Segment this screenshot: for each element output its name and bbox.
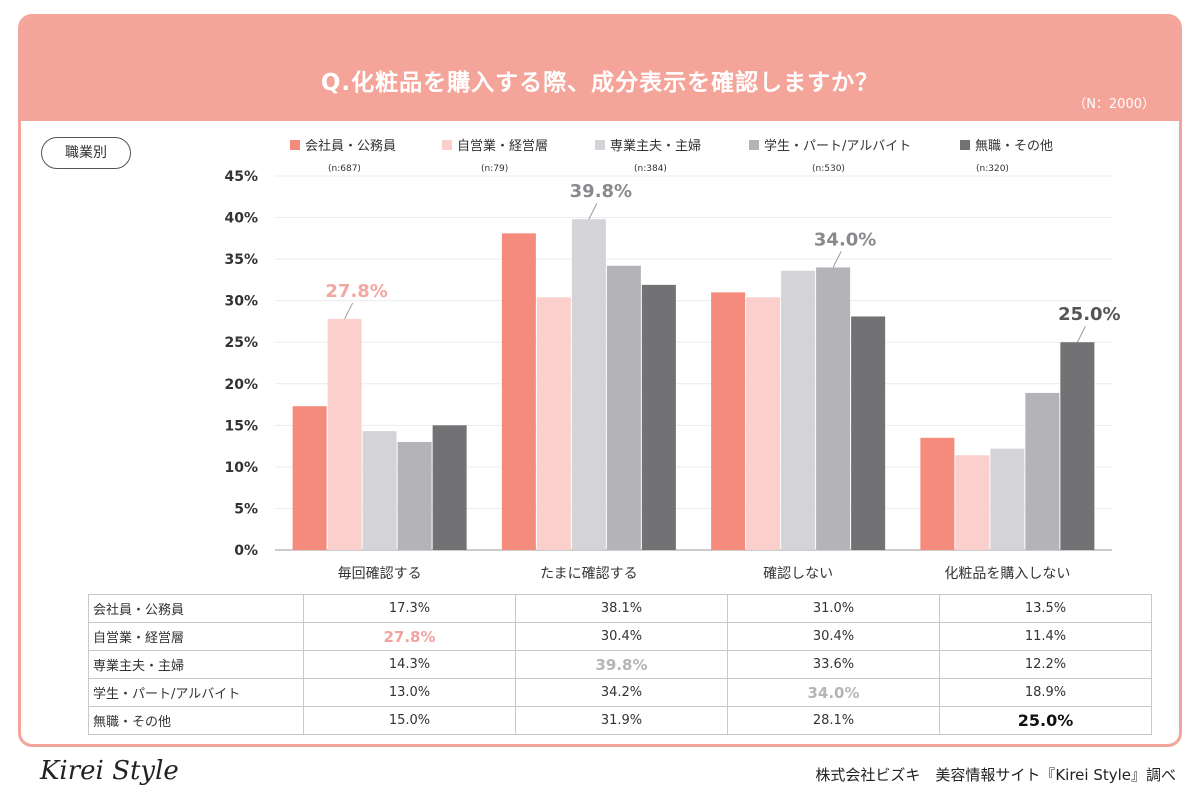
table-row: 専業主夫・主婦 14.3% 39.8% 33.6% 12.2% bbox=[88, 650, 1152, 679]
table-cell: 39.8% bbox=[515, 650, 728, 679]
table-cell: 27.8% bbox=[303, 622, 516, 651]
table-cell: 13.5% bbox=[939, 594, 1152, 623]
data-table: 会社員・公務員 17.3% 38.1% 31.0% 13.5% 自営業・経営層 27.8% 3… bbox=[88, 594, 1152, 735]
table-cell: 12.2% bbox=[939, 650, 1152, 679]
row-label: 会社員・公務員 bbox=[88, 594, 304, 623]
table-row: 学生・パート/アルバイト 13.0% 34.2% 34.0% 18.9% bbox=[88, 678, 1152, 707]
table-cell: 11.4% bbox=[939, 622, 1152, 651]
table-cell: 28.1% bbox=[727, 706, 940, 735]
table-cell: 30.4% bbox=[727, 622, 940, 651]
chart-title: Q.化粧品を購入する際、成分表示を確認しますか？ bbox=[320, 70, 880, 96]
table-cell: 15.0% bbox=[303, 706, 516, 735]
table-cell: 38.1% bbox=[515, 594, 728, 623]
table-cell: 31.0% bbox=[727, 594, 940, 623]
header-banner: Q.化粧品を購入する際、成分表示を確認しますか？ （N：2000） bbox=[21, 17, 1179, 121]
source-credit: 株式会社ビズキ 美容情報サイト『Kirei Style』調べ bbox=[815, 766, 1176, 784]
row-label: 学生・パート/アルバイト bbox=[88, 678, 304, 707]
table-cell: 34.0% bbox=[727, 678, 940, 707]
row-label: 専業主夫・主婦 bbox=[88, 650, 304, 679]
table-cell: 18.9% bbox=[939, 678, 1152, 707]
table-cell: 31.9% bbox=[515, 706, 728, 735]
row-label: 自営業・経営層 bbox=[88, 622, 304, 651]
table-row: 無職・その他 15.0% 31.9% 28.1% 25.0% bbox=[88, 706, 1152, 735]
table-cell: 14.3% bbox=[303, 650, 516, 679]
table-cell: 33.6% bbox=[727, 650, 940, 679]
sample-size-note: （N：2000） bbox=[1073, 97, 1155, 112]
row-label: 無職・その他 bbox=[88, 706, 304, 735]
kirei-style-logo: Kirei Style bbox=[40, 756, 179, 786]
table-cell: 13.0% bbox=[303, 678, 516, 707]
table-cell: 34.2% bbox=[515, 678, 728, 707]
table-cell: 17.3% bbox=[303, 594, 516, 623]
table-cell: 25.0% bbox=[939, 706, 1152, 735]
segment-badge: 職業別 bbox=[41, 137, 131, 169]
table-row: 会社員・公務員 17.3% 38.1% 31.0% 13.5% bbox=[88, 594, 1152, 623]
table-row: 自営業・経営層 27.8% 30.4% 30.4% 11.4% bbox=[88, 622, 1152, 651]
table-cell: 30.4% bbox=[515, 622, 728, 651]
